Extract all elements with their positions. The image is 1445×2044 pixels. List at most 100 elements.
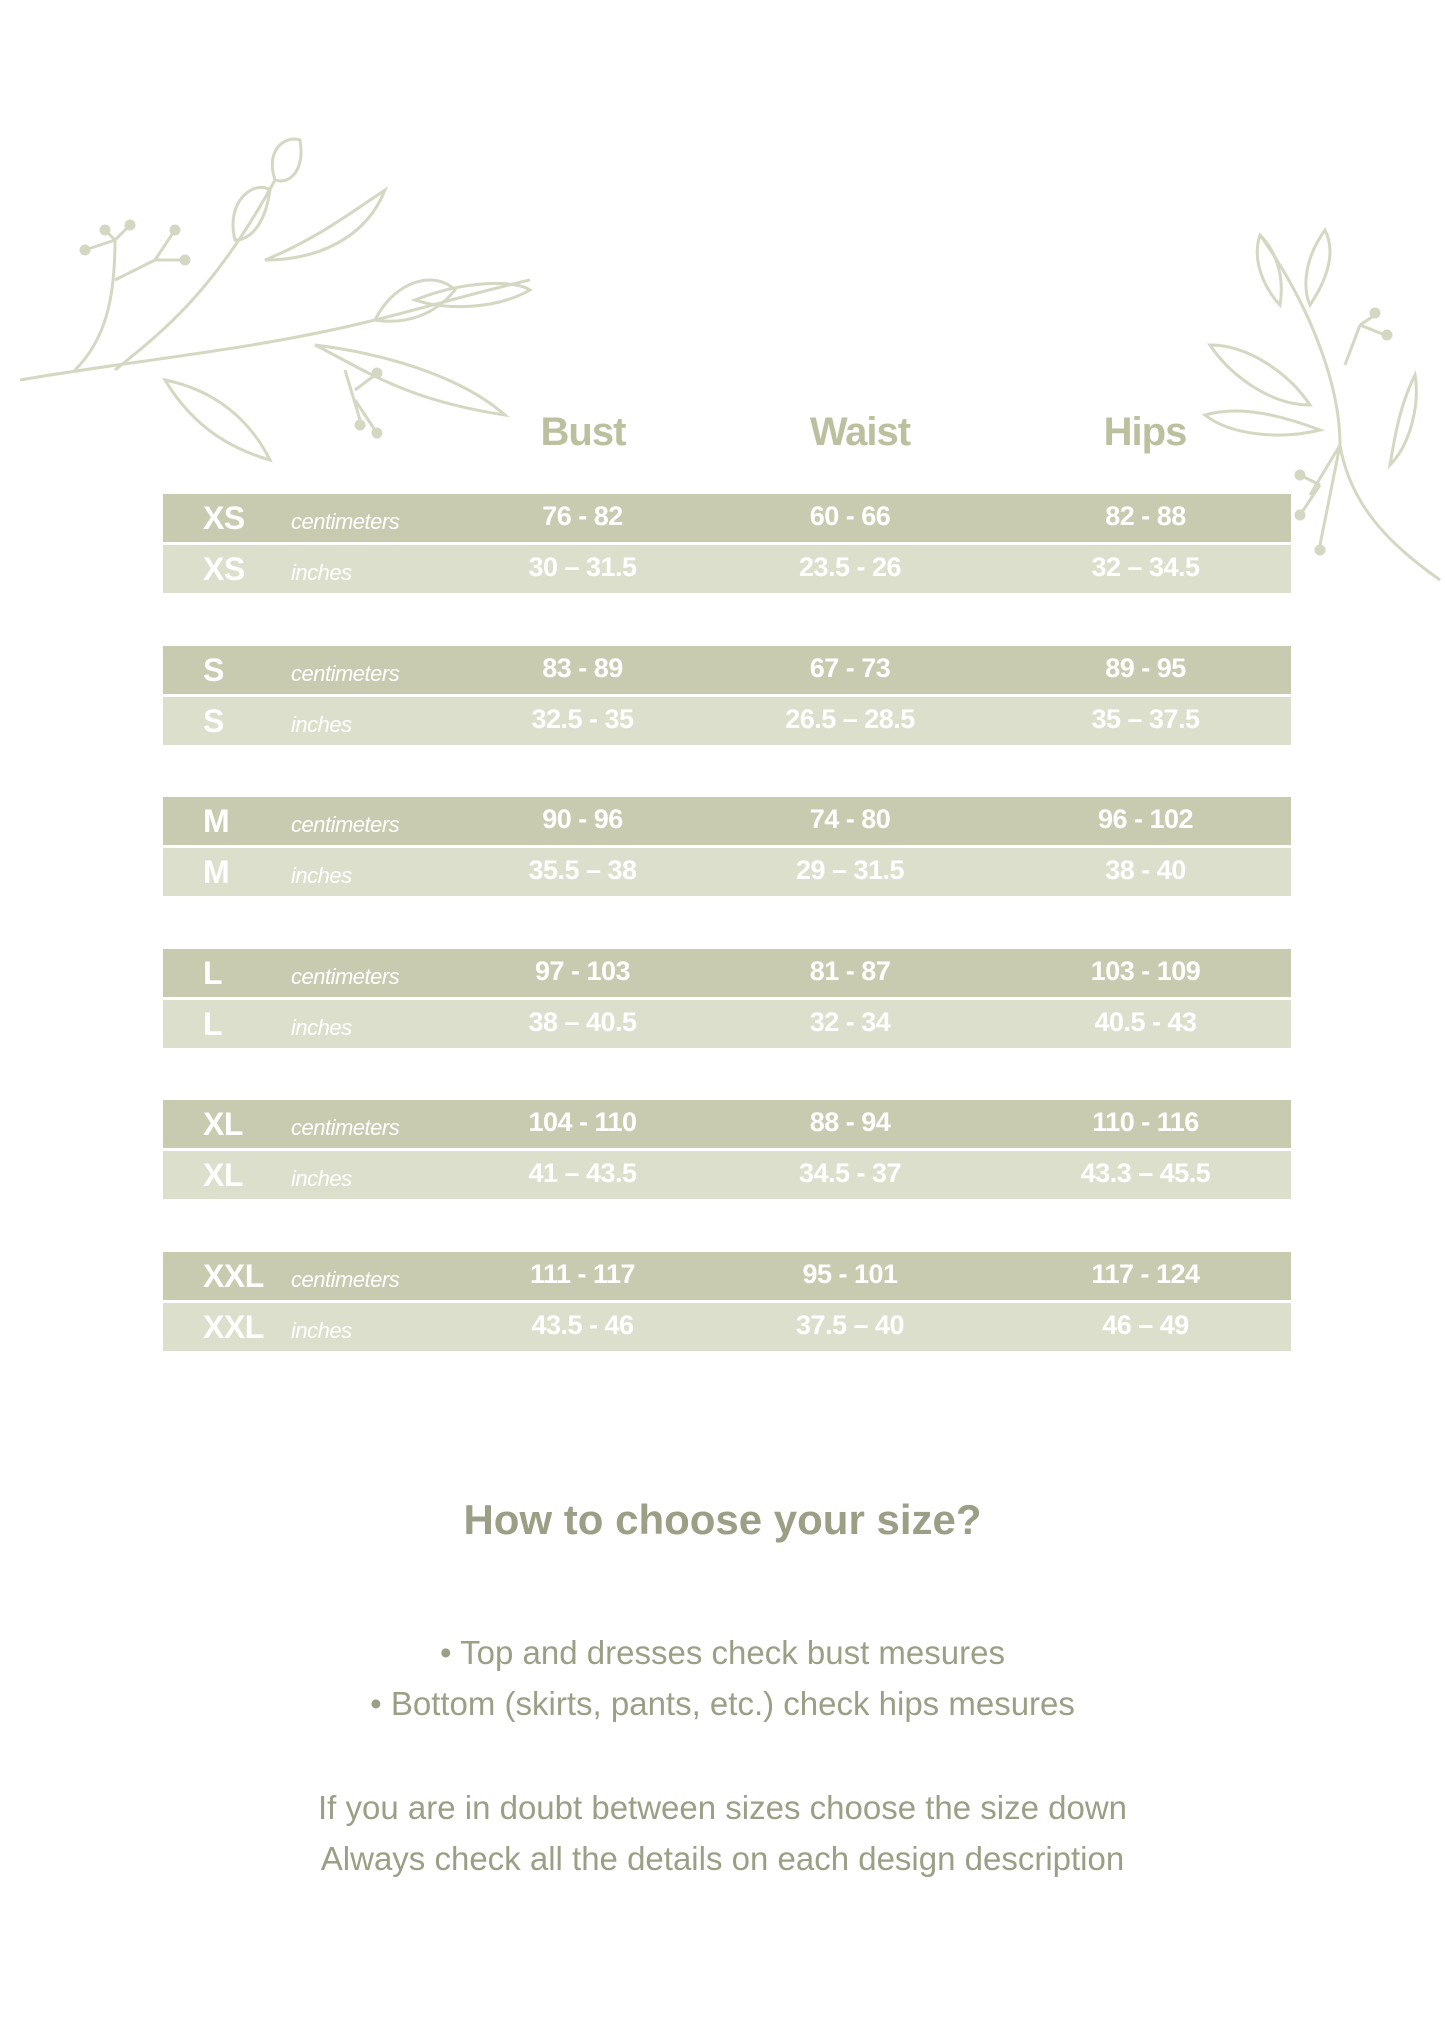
- size-label: M: [203, 854, 230, 890]
- bust-cell: 111 - 117: [529, 1258, 636, 1289]
- waist-cell: 34.5 - 37: [798, 1158, 902, 1188]
- bust-cell: 35.5 – 38: [528, 855, 637, 885]
- unit-label: inches: [291, 711, 352, 737]
- size-label: M: [203, 803, 230, 839]
- hips-cell: 96 - 102: [1097, 804, 1194, 834]
- unit-label: inches: [291, 1166, 352, 1191]
- bust-cell: 97 - 103: [534, 955, 631, 986]
- size-label: S: [203, 651, 224, 688]
- hips-cell: 46 – 49: [1102, 1309, 1189, 1340]
- bust-cell: 90 - 96: [542, 804, 623, 834]
- bust-cell: 76 - 82: [542, 501, 623, 531]
- leaf-branch-right-icon: [1201, 227, 1441, 582]
- table-row: XL inches 41 – 43.5 34.5 - 37 43.3 – 45.5: [163, 1151, 1291, 1199]
- unit-label: inches: [291, 863, 352, 888]
- table-row: XXL inches 43.5 - 46 37.5 – 40 46 – 49: [163, 1302, 1291, 1351]
- guide-note-size-down: If you are in doubt between sizes choose…: [318, 1789, 1127, 1826]
- unit-label: centimeters: [291, 1115, 400, 1140]
- size-label-cell: XS centimeters: [163, 494, 462, 542]
- waist-cell: 95 - 101: [802, 1258, 898, 1289]
- column-header-hips: Hips: [1103, 410, 1188, 454]
- hips-cell: 43.3 – 45.5: [1080, 1158, 1211, 1188]
- bust-cell: 41 – 43.5: [528, 1158, 637, 1188]
- size-label: XL: [203, 1157, 243, 1193]
- guide-heading: How to choose your size?: [463, 1496, 982, 1543]
- size-label-cell: XL inches: [163, 1151, 462, 1199]
- unit-label: centimeters: [291, 1266, 400, 1292]
- size-label: XXL: [203, 1257, 264, 1294]
- hips-cell: 32 – 34.5: [1091, 552, 1200, 582]
- hips-cell: 110 - 116: [1092, 1107, 1199, 1137]
- size-label-cell: XL centimeters: [163, 1100, 462, 1148]
- hips-cell: 38 - 40: [1105, 855, 1186, 885]
- bust-cell: 83 - 89: [542, 652, 623, 683]
- size-label: S: [203, 702, 224, 739]
- size-label-cell: XXL inches: [163, 1303, 462, 1351]
- waist-cell: 88 - 94: [809, 1107, 891, 1137]
- unit-label: inches: [291, 1317, 352, 1343]
- size-label-cell: XS inches: [163, 545, 462, 593]
- bust-cell: 38 – 40.5: [528, 1006, 637, 1037]
- bust-cell: 104 - 110: [528, 1107, 637, 1137]
- hips-cell: 35 – 37.5: [1091, 703, 1200, 734]
- waist-cell: 74 - 80: [809, 804, 891, 834]
- waist-cell: 26.5 – 28.5: [785, 703, 915, 734]
- waist-cell: 60 - 66: [809, 501, 891, 531]
- unit-label: centimeters: [291, 963, 400, 989]
- size-label: XS: [203, 551, 245, 587]
- size-label: L: [203, 1005, 223, 1042]
- size-group-xxl: XXL centimeters 111 - 117 95 - 101 117 - 124…: [163, 1251, 1291, 1352]
- bust-cell: 30 – 31.5: [528, 552, 637, 582]
- unit-label: centimeters: [291, 509, 400, 534]
- table-row: XS inches 30 – 31.5 23.5 - 26 32 – 34.5: [163, 545, 1291, 593]
- hips-cell: 103 - 109: [1090, 955, 1201, 986]
- guide-bullet-hips: • Bottom (skirts, pants, etc.) check hip…: [370, 1685, 1075, 1722]
- size-group-xs: XS centimeters 76 - 82 60 - 66 82 - 88 XS inch…: [163, 494, 1291, 594]
- hips-cell: 89 - 95: [1105, 652, 1186, 683]
- waist-cell: 32 - 34: [809, 1006, 891, 1037]
- unit-label: inches: [291, 560, 352, 585]
- hips-cell: 40.5 - 43: [1094, 1006, 1197, 1037]
- unit-label: inches: [291, 1014, 352, 1040]
- guide-note-details: Always check all the details on each des…: [320, 1840, 1125, 1877]
- table-row: XS centimeters 76 - 82 60 - 66 82 - 88: [163, 494, 1291, 542]
- column-header-waist: Waist: [809, 410, 911, 454]
- size-label: XL: [203, 1106, 243, 1142]
- leaf-branch-left-icon: [19, 137, 533, 463]
- hips-cell: 82 - 88: [1105, 501, 1186, 531]
- guide-bullet-bust: • Top and dresses check bust mesures: [440, 1634, 1005, 1671]
- size-label: XS: [203, 500, 245, 536]
- bust-cell: 43.5 - 46: [531, 1309, 634, 1340]
- waist-cell: 67 - 73: [809, 652, 891, 683]
- unit-label: centimeters: [291, 812, 400, 837]
- waist-cell: 37.5 – 40: [795, 1309, 905, 1340]
- waist-cell: 23.5 - 26: [798, 552, 902, 582]
- table-row: XXL centimeters 111 - 117 95 - 101 117 - 124: [163, 1251, 1291, 1300]
- waist-cell: 81 - 87: [809, 955, 891, 986]
- column-header-bust: Bust: [540, 410, 627, 454]
- hips-cell: 117 - 124: [1091, 1258, 1200, 1289]
- size-label: L: [203, 954, 223, 991]
- waist-cell: 29 – 31.5: [795, 855, 905, 885]
- size-label-cell: XXL centimeters: [163, 1252, 462, 1300]
- size-label: XXL: [203, 1308, 264, 1345]
- size-group-xl: XL centimeters 104 - 110 88 - 94 110 - 116 XL…: [163, 1100, 1291, 1200]
- unit-label: centimeters: [291, 660, 400, 686]
- bust-cell: 32.5 - 35: [531, 703, 634, 734]
- table-row: XL centimeters 104 - 110 88 - 94 110 - 116: [163, 1100, 1291, 1148]
